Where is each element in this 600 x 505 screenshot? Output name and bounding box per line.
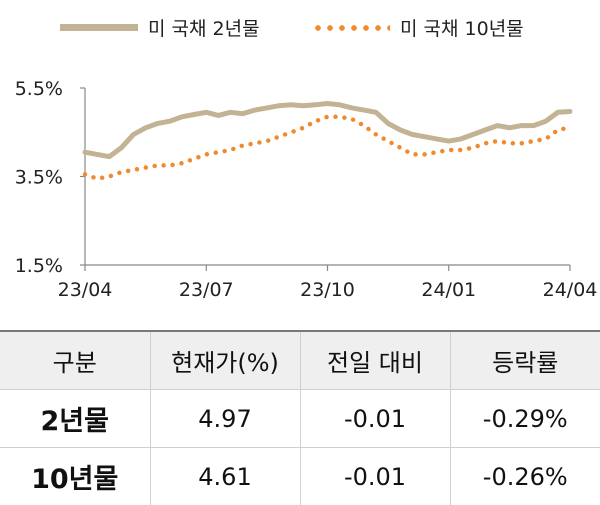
col-header-current: 현재가(%): [150, 331, 300, 390]
yield-line-chart: 5.5% 3.5% 1.5%23/04 23/07 23/10 24/01 24/04: [0, 60, 600, 328]
y-tick-label: 1.5%: [15, 255, 63, 277]
table-row: 2년물 4.97 -0.01 -0.29%: [0, 390, 600, 448]
legend-swatch-10y: [312, 25, 390, 31]
table-row: 10년물 4.61 -0.01 -0.26%: [0, 448, 600, 505]
row-label-2y: 2년물: [0, 390, 150, 448]
x-tick-label: 23/04: [58, 279, 113, 301]
legend-item-10y: 미 국채 10년물: [312, 14, 524, 41]
y-tick-label: 3.5%: [15, 167, 63, 189]
row-label-10y: 10년물: [0, 448, 150, 505]
chart-legend: 미 국채 2년물 미 국채 10년물: [0, 0, 600, 60]
col-header-category: 구분: [0, 331, 150, 390]
y-tick-label: 5.5%: [15, 78, 63, 100]
x-tick-label: 24/04: [543, 279, 598, 301]
cell-rate-2y: -0.29%: [450, 390, 600, 448]
legend-swatch-2y: [60, 24, 138, 31]
table-header-row: 구분 현재가(%) 전일 대비 등락률: [0, 331, 600, 390]
x-tick-label: 24/01: [421, 279, 476, 301]
yield-summary-table: 구분 현재가(%) 전일 대비 등락률 2년물 4.97 -0.01 -0.29…: [0, 330, 600, 505]
cell-rate-10y: -0.26%: [450, 448, 600, 505]
cell-change-2y: -0.01: [300, 390, 450, 448]
legend-label-2y: 미 국채 2년물: [148, 14, 260, 41]
cell-current-2y: 4.97: [150, 390, 300, 448]
series-line-2y: [85, 104, 570, 157]
x-tick-label: 23/10: [300, 279, 355, 301]
x-tick-label: 23/07: [179, 279, 234, 301]
cell-current-10y: 4.61: [150, 448, 300, 505]
cell-change-10y: -0.01: [300, 448, 450, 505]
col-header-change: 전일 대비: [300, 331, 450, 390]
legend-item-2y: 미 국채 2년물: [60, 14, 260, 41]
legend-label-10y: 미 국채 10년물: [400, 14, 524, 41]
col-header-rate: 등락률: [450, 331, 600, 390]
